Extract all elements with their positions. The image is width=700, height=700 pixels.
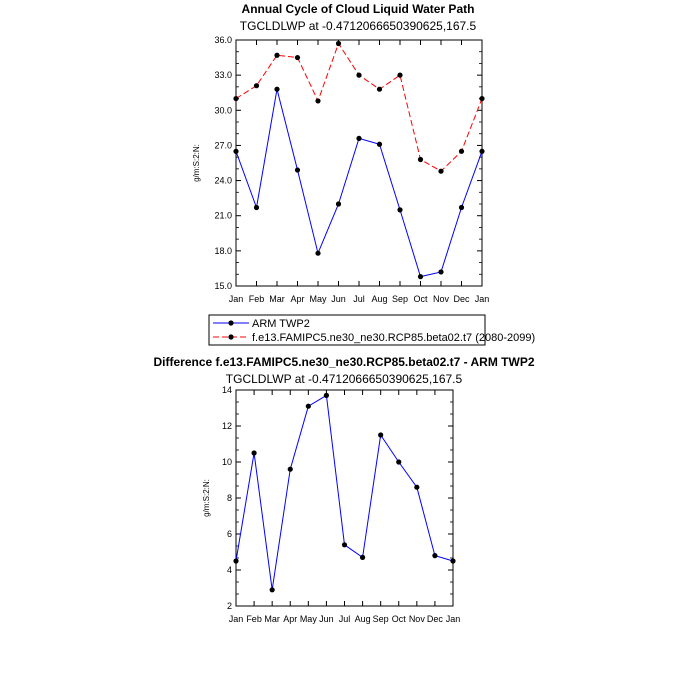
chart1-y-axis-label: g/m:S:2:N: bbox=[192, 144, 201, 182]
chart1-x-tick-label: Feb bbox=[249, 294, 265, 304]
chart1-y-tick-label: 27.0 bbox=[214, 140, 232, 150]
chart1-series-0-point bbox=[417, 274, 424, 280]
chart2-series-0-point bbox=[341, 542, 348, 548]
chart2-x-tick-label: Oct bbox=[392, 614, 407, 624]
legend-label-0: ARM TWP2 bbox=[252, 318, 310, 330]
chart2-x-tick-label: Sep bbox=[373, 614, 389, 624]
chart1-y-tick-label: 36.0 bbox=[214, 35, 232, 45]
chart1-series-1-point bbox=[274, 52, 280, 58]
legend-marker-0 bbox=[228, 320, 234, 326]
chart1-x-tick-label: Dec bbox=[453, 294, 470, 304]
chart1-x-tick-label: Jul bbox=[353, 294, 365, 304]
chart1-plot: Jan Feb Mar Apr May Jun Jul Aug Sep Oct Nov Dec Jan 1… bbox=[214, 35, 489, 304]
chart1-series-0-point bbox=[253, 204, 260, 211]
chart2-y-tick-label: 6 bbox=[227, 529, 232, 539]
chart1-series-0-point bbox=[479, 148, 485, 154]
chart2-x-tick-label: Mar bbox=[264, 614, 280, 624]
legend-marker-1 bbox=[228, 334, 234, 340]
chart1-series-0-point bbox=[335, 201, 342, 207]
chart1-series-1-point bbox=[233, 95, 239, 102]
chart1-series-0-point bbox=[294, 167, 301, 173]
chart1-series-1-point bbox=[253, 83, 260, 89]
chart1-y-tick-label: 24.0 bbox=[214, 176, 232, 186]
chart1-x-tick-label: May bbox=[309, 294, 327, 304]
chart1-y-tick-label: 15.0 bbox=[214, 281, 232, 291]
chart1-x-tick-label: Apr bbox=[290, 294, 304, 304]
chart1-series-1-point bbox=[479, 95, 485, 102]
chart1-series-0-point bbox=[356, 135, 362, 141]
chart1-series-0-point bbox=[458, 204, 465, 211]
chart2-series-0-point bbox=[251, 450, 257, 456]
chart2-x-tick-label: Jul bbox=[339, 614, 351, 624]
chart1-series-1-point bbox=[458, 148, 465, 154]
chart2-x-tick-label: Jun bbox=[319, 614, 334, 624]
chart2-series-0-point bbox=[359, 554, 366, 561]
chart1-series-0-point bbox=[397, 207, 403, 213]
chart2-series-0-point bbox=[323, 392, 330, 398]
chart1-title: Annual Cycle of Cloud Liquid Water Path bbox=[242, 2, 475, 16]
chart1-y-tick-label: 18.0 bbox=[214, 246, 232, 256]
chart1-series-1-point bbox=[335, 40, 342, 47]
chart2-frame bbox=[235, 389, 454, 607]
chart1-x-tick-label: Sep bbox=[392, 294, 408, 304]
chart1-series-1-line bbox=[235, 42, 483, 172]
chart2-y-tick-label: 10 bbox=[222, 457, 232, 467]
chart2-series-0-point bbox=[432, 553, 438, 559]
chart2-x-tick-label: Aug bbox=[355, 614, 371, 624]
chart1-series-0-point bbox=[438, 269, 444, 275]
chart1-subtitle: TGCLDLWP at -0.4712066650390625,167.5 bbox=[240, 19, 477, 33]
chart1-x-tick-label: Jan bbox=[475, 294, 490, 304]
chart1-x-tick-label: Nov bbox=[433, 294, 450, 304]
chart2-y-tick-label: 12 bbox=[222, 421, 232, 431]
chart2-y-tick-label: 4 bbox=[227, 565, 232, 575]
chart2-x-tick-label: May bbox=[300, 614, 318, 624]
chart2-y-axis-label: g/m:S:2:N: bbox=[202, 479, 211, 517]
chart1-y-tick-label: 21.0 bbox=[214, 211, 232, 221]
chart2-x-tick-label: Nov bbox=[409, 614, 426, 624]
chart1-series-0-point bbox=[233, 148, 239, 154]
chart1-x-tick-label: Jun bbox=[331, 294, 346, 304]
chart2-x-tick-label: Dec bbox=[427, 614, 444, 624]
chart1-series-0-line bbox=[235, 89, 483, 278]
chart2-series-0-point bbox=[287, 466, 293, 472]
chart2-title: Difference f.e13.FAMIPC5.ne30_ne30.RCP85… bbox=[153, 355, 534, 369]
chart2-subtitle: TGCLDLWP at -0.4712066650390625,167.5 bbox=[226, 372, 463, 386]
chart1-series-1-point bbox=[397, 72, 403, 78]
chart2-x-tick-label: Feb bbox=[246, 614, 262, 624]
chart1-x-tick-label: Mar bbox=[269, 294, 285, 304]
legend-label-1: f.e13.FAMIPC5.ne30_ne30.RCP85.beta02.t7 … bbox=[252, 332, 535, 344]
chart1-x-tick-label: Aug bbox=[371, 294, 387, 304]
legend-box bbox=[208, 314, 486, 346]
chart2-series-0-point bbox=[414, 484, 420, 490]
chart1-x-tick-label: Jan bbox=[229, 294, 244, 304]
chart2-x-tick-label: Jan bbox=[446, 614, 461, 624]
chart1-series-1-point bbox=[438, 168, 444, 174]
chart1-series-1-point bbox=[376, 86, 383, 92]
chart2-y-tick-label: 14 bbox=[222, 385, 232, 395]
chart1-y-tick-label: 30.0 bbox=[214, 105, 232, 115]
chart2-y-tick-label: 2 bbox=[227, 601, 232, 611]
chart1-series-0-point bbox=[274, 86, 280, 92]
chart1-series-0-point bbox=[315, 250, 321, 256]
chart1-series-1-point bbox=[356, 72, 362, 78]
chart2-series-0-point bbox=[269, 587, 275, 593]
chart1-series-1-point bbox=[417, 156, 424, 163]
chart2-y-tick-label: 8 bbox=[227, 493, 232, 503]
chart2-x-tick-label: Jan bbox=[229, 614, 244, 624]
chart2-series-0-point bbox=[450, 558, 456, 564]
chart2-series-0-line bbox=[235, 394, 454, 590]
chart2-x-tick-label: Apr bbox=[283, 614, 297, 624]
chart2-series-0-point bbox=[396, 459, 402, 465]
chart1-series-1-point bbox=[315, 98, 321, 104]
chart2-series-0-point bbox=[305, 403, 311, 409]
chart1-series-0-point bbox=[376, 141, 383, 147]
chart1-y-tick-label: 33.0 bbox=[214, 70, 232, 80]
chart2-series-0-point bbox=[233, 558, 239, 564]
chart1-x-tick-label: Oct bbox=[413, 294, 428, 304]
chart2-series-0-point bbox=[378, 432, 384, 438]
chart1-legend: ARM TWP2 f.e13.FAMIPC5.ne30_ne30.RCP85.be… bbox=[208, 314, 535, 346]
chart2-plot: Jan Feb Mar Apr May Jun Jul Aug Sep Oct Nov Dec Jan2… bbox=[222, 385, 460, 624]
chart1-series-1-point bbox=[294, 54, 301, 61]
